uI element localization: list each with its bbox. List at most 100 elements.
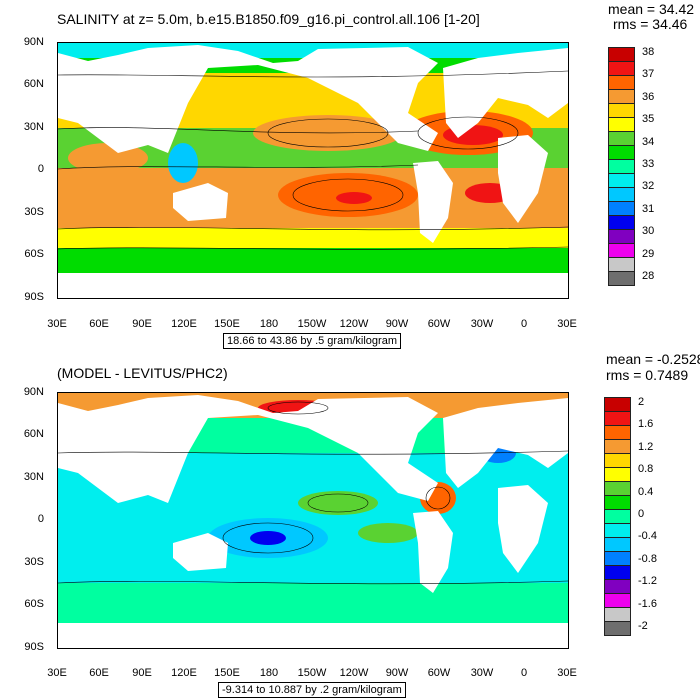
colorbar-segment: [608, 271, 635, 286]
panel2-xtick: 90W: [385, 667, 409, 679]
colorbar-segment: [604, 565, 631, 580]
panel1-xtick: 0: [520, 318, 528, 330]
colorbar-label: 29: [642, 247, 655, 260]
colorbar-label: 37: [642, 68, 655, 81]
panel2-contour-info: -9.314 to 10.887 by .2 gram/kilogram: [218, 682, 406, 698]
colorbar-segment: [608, 47, 635, 62]
colorbar-label: 1.6: [638, 418, 654, 431]
panel1-title: SALINITY at z= 5.0m, b.e15.B1850.f09_g16…: [57, 11, 480, 27]
panel1-ytick: 30S: [24, 206, 44, 218]
panel2-ytick: 60N: [23, 428, 44, 440]
panel2-ytick: 30S: [24, 556, 44, 568]
colorbar-segment: [604, 579, 631, 594]
panel1-xtick: 120W: [339, 318, 369, 330]
colorbar-segment: [604, 509, 631, 524]
colorbar-segment: [604, 607, 631, 622]
panel1-xtick: 90W: [385, 318, 409, 330]
colorbar-segment: [604, 495, 631, 510]
panel1-xtick: 120E: [171, 318, 197, 330]
panel1-contour-info: 18.66 to 43.86 by .5 gram/kilogram: [223, 333, 401, 349]
panel2-xtick: 180: [259, 667, 279, 679]
colorbar-segment: [608, 103, 635, 118]
colorbar-segment: [604, 481, 631, 496]
colorbar-segment: [608, 257, 635, 272]
panel1-xtick: 60E: [89, 318, 109, 330]
panel1-xtick: 30W: [470, 318, 494, 330]
panel1-xtick: 180: [259, 318, 279, 330]
colorbar-segment: [604, 537, 631, 552]
colorbar-segment: [608, 173, 635, 188]
colorbar-label: 32: [642, 180, 655, 193]
colorbar-label: 28: [642, 270, 655, 282]
panel2-xtick: 150W: [297, 667, 327, 679]
panel2-title: (MODEL - LEVITUS/PHC2): [57, 365, 228, 381]
colorbar-label: 34: [642, 135, 655, 148]
colorbar-segment: [608, 187, 635, 202]
colorbar-label: 36: [642, 90, 655, 103]
panel1-ytick: 30N: [23, 121, 44, 133]
panel2-xtick: 60W: [427, 667, 451, 679]
panel2-xtick: 90E: [132, 667, 152, 679]
colorbar-label: 38: [642, 46, 655, 58]
panel2-rms: rms = 0.7489: [606, 367, 689, 383]
panel2-mean: mean = -0.2528: [606, 351, 700, 367]
panel1-xtick: 150W: [297, 318, 327, 330]
panel1-xtick: 60W: [427, 318, 451, 330]
colorbar-label: 35: [642, 113, 655, 126]
panel2-ytick: 30N: [23, 471, 44, 483]
colorbar-segment: [608, 131, 635, 146]
colorbar-label: -0.8: [638, 552, 657, 565]
panel2-xtick: 30W: [470, 667, 494, 679]
colorbar-segment: [604, 453, 631, 468]
panel2-xtick: 0: [520, 667, 528, 679]
panel2-ytick: 90S: [24, 641, 44, 653]
colorbar-label: -1.2: [638, 575, 657, 588]
panel1-mean: mean = 34.42: [608, 1, 695, 17]
colorbar-segment: [608, 145, 635, 160]
panel1-xtick: 150E: [214, 318, 240, 330]
panel1-ytick: 90S: [24, 291, 44, 303]
colorbar-label: -1.6: [638, 597, 657, 610]
colorbar-segment: [608, 75, 635, 90]
panel1-xtick: 30E: [47, 318, 67, 330]
panel2-xtick: 120W: [339, 667, 369, 679]
colorbar-segment: [604, 397, 631, 412]
panel2-xtick: 150E: [214, 667, 240, 679]
colorbar-segment: [604, 551, 631, 566]
colorbar-segment: [608, 243, 635, 258]
panel2-xtick: 30E: [47, 667, 67, 679]
colorbar-segment: [608, 201, 635, 216]
colorbar-label: 2: [638, 396, 645, 408]
panel2-xtick: 60E: [89, 667, 109, 679]
colorbar-segment: [604, 621, 631, 636]
panel1-xtick: 30E: [557, 318, 577, 330]
colorbar-label: -0.4: [638, 530, 657, 543]
panel2-colorbar: [604, 397, 631, 636]
panel1-salinity-field: [58, 43, 568, 298]
colorbar-segment: [608, 61, 635, 76]
panel1-ytick: 0: [37, 163, 44, 175]
colorbar-label: 0.4: [638, 485, 654, 498]
colorbar-segment: [604, 593, 631, 608]
colorbar-segment: [604, 467, 631, 482]
colorbar-segment: [608, 159, 635, 174]
panel1-ytick: 60N: [23, 78, 44, 90]
panel1-ytick: 90N: [23, 36, 44, 48]
panel2-ytick: 60S: [24, 598, 44, 610]
colorbar-label: 30: [642, 225, 655, 238]
colorbar-label: 1.2: [638, 440, 654, 453]
colorbar-segment: [608, 215, 635, 230]
colorbar-segment: [604, 439, 631, 454]
panel1-map: [57, 42, 569, 299]
colorbar-label: 33: [642, 158, 655, 170]
colorbar-label: 0.8: [638, 463, 654, 476]
panel1-colorbar: [608, 47, 635, 286]
panel2-ytick: 0: [37, 513, 44, 525]
colorbar-segment: [604, 411, 631, 426]
panel2-xtick: 120E: [171, 667, 197, 679]
colorbar-segment: [604, 523, 631, 538]
panel1-xtick: 90E: [132, 318, 152, 330]
panel2-xtick: 30E: [557, 667, 577, 679]
panel2-ytick: 90N: [23, 386, 44, 398]
colorbar-label: 31: [642, 202, 655, 215]
